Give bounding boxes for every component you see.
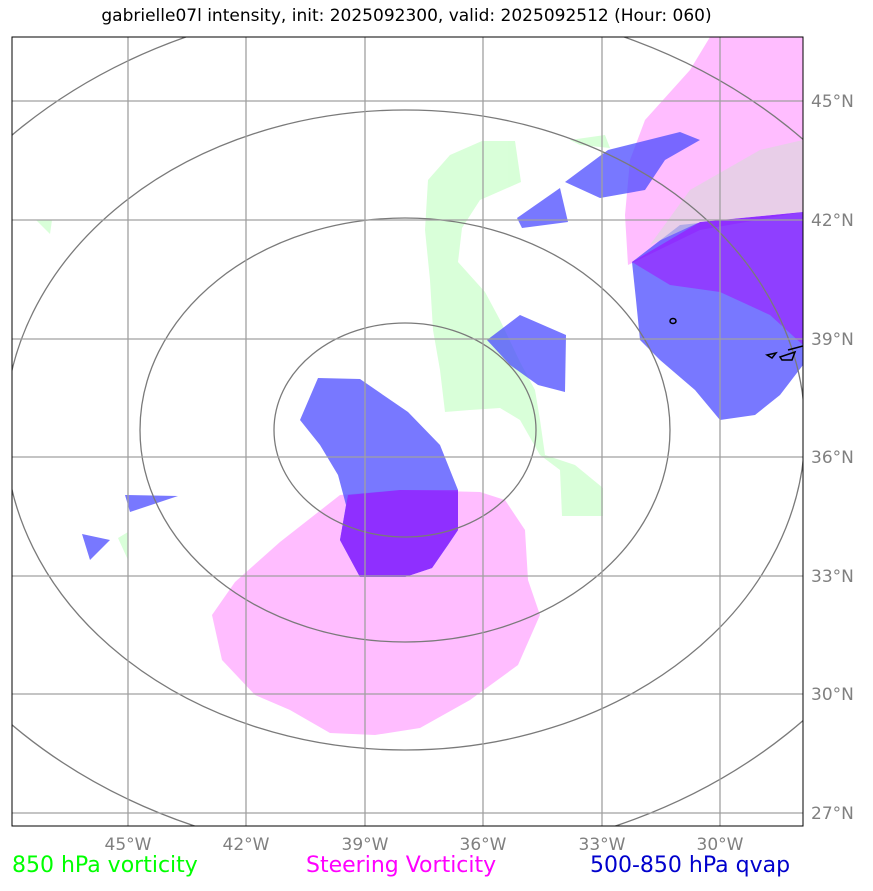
vorticity-850-layer xyxy=(36,135,610,560)
legend-850-vorticity: 850 hPa vorticity xyxy=(12,853,198,878)
longitude-labels: 45°W 42°W 39°W 36°W 33°W 30°W xyxy=(105,835,744,855)
contour-mark xyxy=(669,317,677,325)
steering-vorticity-region xyxy=(212,490,540,735)
qvap-region xyxy=(632,212,803,345)
lon-label: 30°W xyxy=(697,835,744,855)
vorticity-850-region xyxy=(118,532,128,560)
legend-qvap: 500-850 hPa qvap xyxy=(590,853,791,878)
qvap-layer xyxy=(82,132,803,577)
lat-label: 27°N xyxy=(811,804,854,824)
contour-mark xyxy=(787,345,803,351)
qvap-region xyxy=(340,490,458,577)
contour-mark xyxy=(778,350,797,361)
map-title: gabrielle07l intensity, init: 2025092300… xyxy=(101,6,712,26)
lon-label: 33°W xyxy=(579,835,626,855)
latitude-labels: 45°N 42°N 39°N 36°N 33°N 30°N 27°N xyxy=(811,92,854,824)
lat-label: 36°N xyxy=(811,448,854,468)
distance-ring xyxy=(139,217,671,643)
qvap-region xyxy=(517,188,568,228)
qvap-region xyxy=(82,534,110,560)
lon-label: 39°W xyxy=(342,835,389,855)
qvap-region xyxy=(565,132,700,198)
mixed-overlap-region xyxy=(650,140,803,245)
lat-label: 30°N xyxy=(811,685,854,705)
lat-label: 42°N xyxy=(811,211,854,231)
lat-label: 45°N xyxy=(811,92,854,112)
vorticity-850-region xyxy=(570,135,610,148)
lon-label: 42°W xyxy=(223,835,270,855)
contour-marks xyxy=(669,317,803,361)
graticule xyxy=(12,37,803,826)
distance-rings xyxy=(12,37,803,826)
distance-ring xyxy=(12,109,803,751)
distance-ring xyxy=(273,322,537,538)
qvap-region xyxy=(125,495,178,512)
vorticity-850-region xyxy=(425,141,603,516)
contour-mark xyxy=(765,351,778,359)
qvap-region xyxy=(487,315,566,392)
legend-steering-vorticity: Steering Vorticity xyxy=(306,853,497,878)
plot-frame xyxy=(11,36,804,827)
lon-label: 36°W xyxy=(460,835,507,855)
lat-label: 33°N xyxy=(811,567,854,587)
lon-label: 45°W xyxy=(105,835,152,855)
vorticity-850-region xyxy=(36,220,52,234)
lat-label: 39°N xyxy=(811,330,854,350)
